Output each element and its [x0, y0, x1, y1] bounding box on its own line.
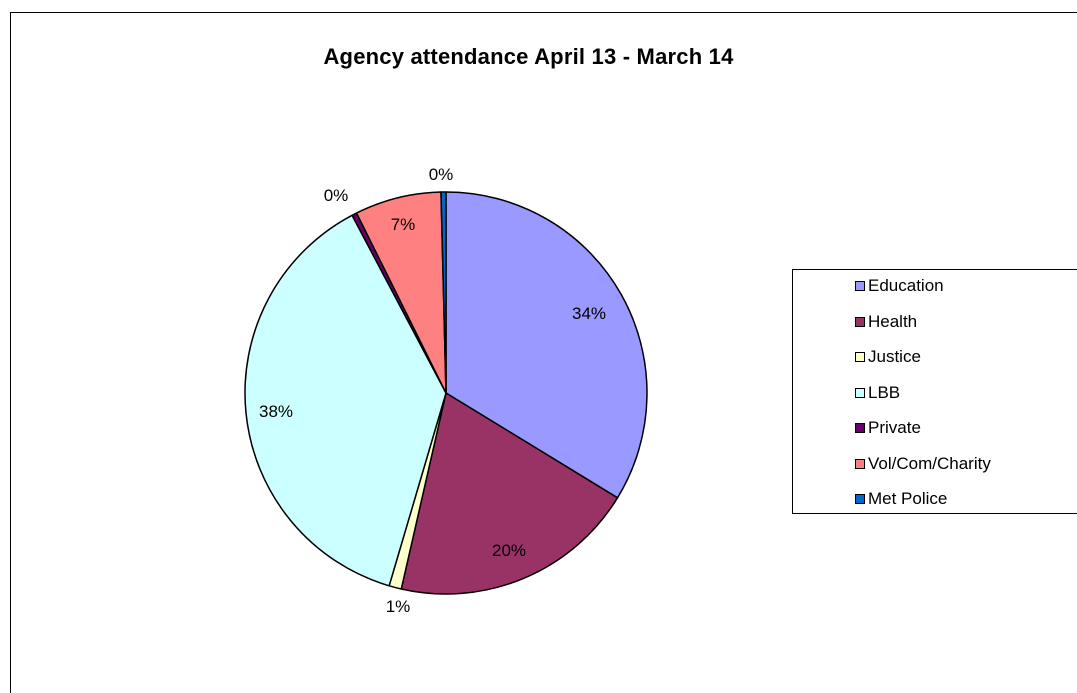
legend-swatch-education — [855, 281, 865, 291]
data-label-vol-com-charity: 7% — [391, 215, 416, 234]
data-label-private: 0% — [324, 186, 349, 205]
legend-swatch-private — [855, 423, 865, 433]
data-label-lbb: 38% — [259, 402, 293, 421]
data-label-met-police: 0% — [429, 165, 454, 184]
pie-slice-education — [445, 191, 648, 499]
legend-label-health: Health — [868, 311, 918, 331]
chart-title: Agency attendance April 13 - March 14 — [323, 44, 734, 69]
pie-slice-lbb — [244, 214, 447, 587]
pie-slice-health — [400, 392, 619, 595]
legend-item-private: Private — [855, 418, 921, 438]
legend-item-met-police: Met Police — [855, 489, 947, 509]
legend-item-education: Education — [855, 276, 944, 296]
legend-item-vol-com-charity: Vol/Com/Charity — [855, 454, 991, 474]
legend-swatch-vol-com-charity — [855, 458, 865, 469]
legend-label-met-police: Met Police — [868, 489, 948, 508]
legend-label-lbb: LBB — [868, 382, 901, 402]
legend-item-health: Health — [855, 312, 917, 332]
legend-label-justice: Justice — [868, 347, 921, 366]
pie-slice-met-police — [440, 191, 447, 394]
data-label-health: 20% — [492, 541, 526, 560]
legend-swatch-met-police — [855, 494, 865, 504]
legend-swatch-justice — [855, 352, 865, 362]
legend-swatch-lbb — [855, 387, 865, 398]
legend-swatch-health — [855, 316, 865, 327]
legend-label-private: Private — [868, 418, 921, 437]
data-label-education: 34% — [572, 304, 606, 323]
data-label-justice: 1% — [386, 597, 411, 616]
legend-item-lbb: LBB — [855, 383, 900, 403]
legend-label-vol-com-charity: Vol/Com/Charity — [868, 453, 991, 473]
legend-item-justice: Justice — [855, 347, 921, 367]
legend-label-education: Education — [868, 276, 944, 295]
chart-legend: Education Health Justice LBB Private Vol/Com/… — [792, 269, 1077, 514]
